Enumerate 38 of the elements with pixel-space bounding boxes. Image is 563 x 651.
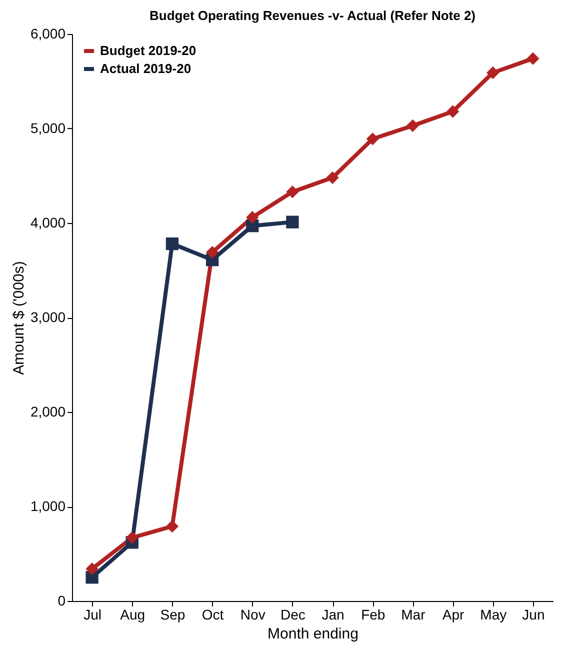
x-tick-label: Feb xyxy=(361,606,386,622)
x-tick-label: Jan xyxy=(322,606,344,622)
x-tick-label: Dec xyxy=(280,606,306,622)
y-tick-label: 2,000 xyxy=(30,404,66,420)
legend-label: Actual 2019-20 xyxy=(100,61,192,76)
y-tick-label: 1,000 xyxy=(30,498,66,514)
y-tick-label: 0 xyxy=(58,592,66,608)
point xyxy=(366,132,379,146)
point xyxy=(286,216,299,228)
point xyxy=(446,105,460,118)
point xyxy=(526,52,540,65)
x-tick-label: Jun xyxy=(522,606,545,622)
x-tick-label: Jul xyxy=(84,606,102,622)
point xyxy=(206,246,219,259)
y-tick-label: 4,000 xyxy=(30,214,66,230)
point xyxy=(126,531,138,544)
x-tick-label: Nov xyxy=(240,606,266,622)
x-tick-label: Apr xyxy=(442,606,465,622)
point xyxy=(286,185,299,198)
x-tick-label: Oct xyxy=(202,606,224,622)
x-tick-label: Sep xyxy=(160,606,186,622)
point xyxy=(166,520,179,533)
x-tick-label: May xyxy=(480,606,507,622)
point xyxy=(246,211,259,224)
point xyxy=(326,171,339,184)
y-tick-label: 5,000 xyxy=(30,120,66,136)
y-axis-title: Amount $ ('000s) xyxy=(10,261,28,375)
x-tick-label: Aug xyxy=(120,606,146,622)
point xyxy=(86,562,98,576)
x-axis-title: Month ending xyxy=(268,626,358,642)
y-tick-label: 6,000 xyxy=(30,26,66,42)
chart-title: Budget Operating Revenues -v- Actual (Refer Note 2) xyxy=(149,8,476,23)
legend-label: Budget 2019-20 xyxy=(100,43,196,58)
y-tick-label: 3,000 xyxy=(30,309,66,325)
point xyxy=(406,119,420,132)
x-tick-label: Mar xyxy=(401,606,426,622)
point xyxy=(486,66,500,80)
point xyxy=(166,237,179,250)
